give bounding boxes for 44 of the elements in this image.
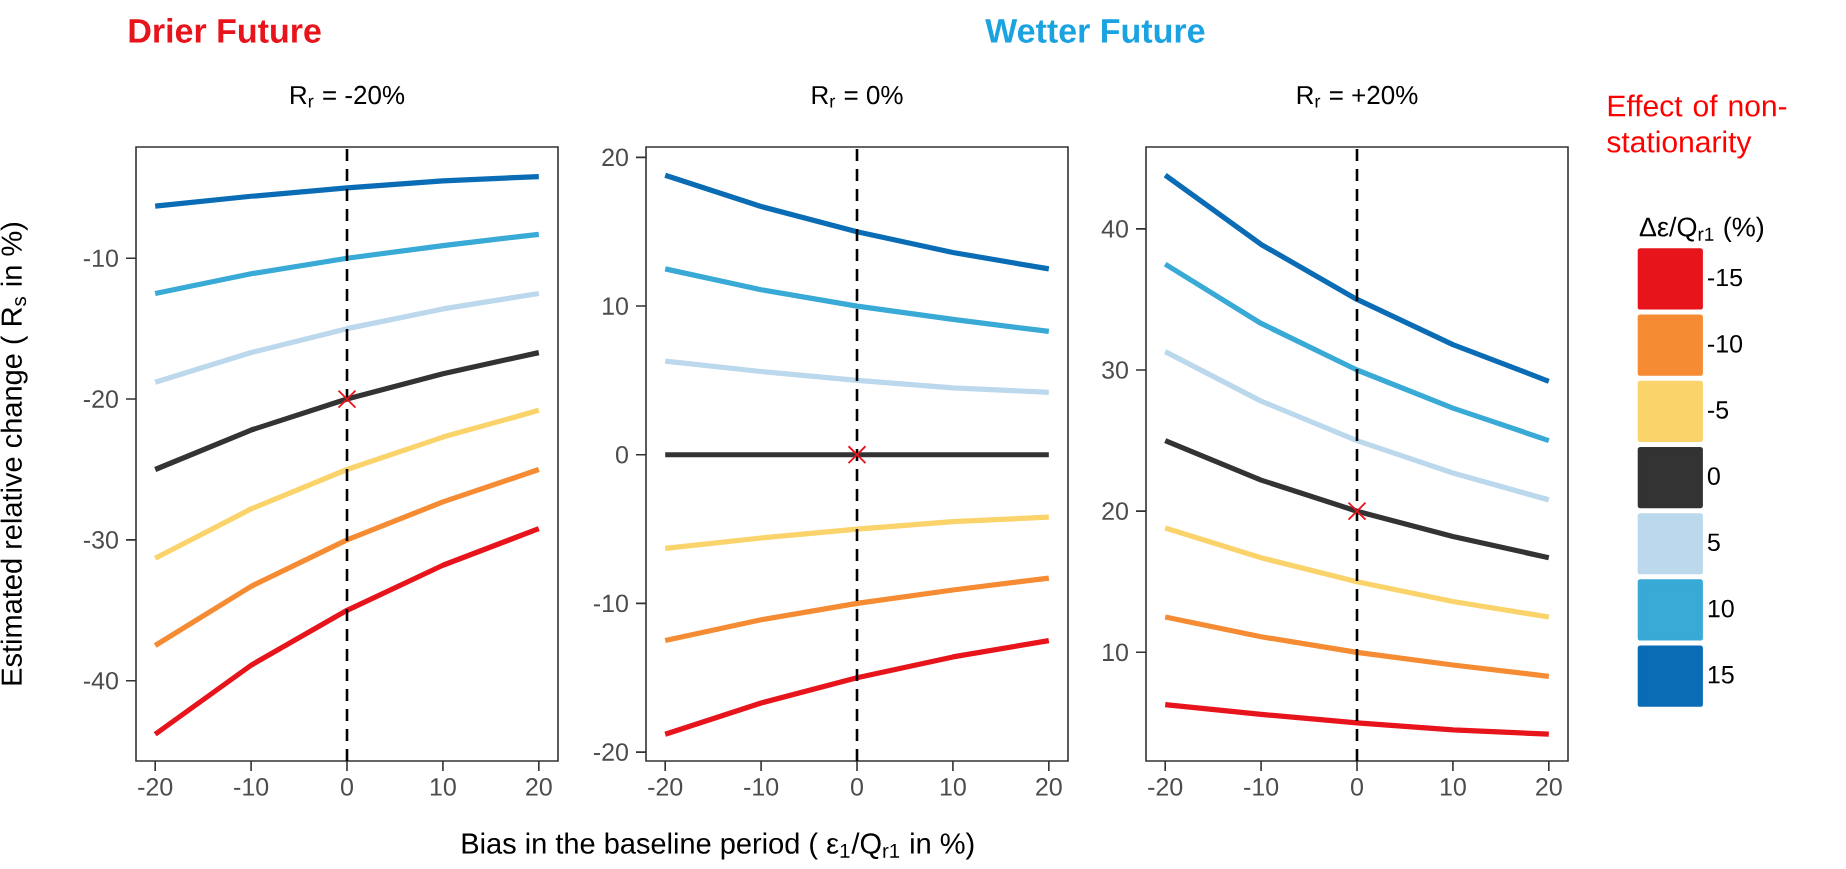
- y-tick-label: 40: [1101, 220, 1128, 238]
- legend-label: 10: [1708, 599, 1734, 618]
- chart-subtitle: R$_{r}$ = +20%: [1297, 85, 1418, 108]
- x-tick-label: 20: [526, 778, 552, 796]
- x-tick-label: 20: [1536, 778, 1562, 796]
- y-tick-label: -10: [83, 249, 118, 268]
- chart-title: Drier Future: [129, 17, 321, 43]
- legend-label: -10: [1708, 334, 1743, 353]
- y-tick-label: 0: [616, 445, 628, 464]
- x-tick-label: -10: [744, 778, 779, 796]
- y-tick-label: -20: [593, 743, 628, 761]
- y-tick-label: 20: [602, 148, 628, 167]
- x-axis-title: Bias in the baseline period ( ε$_{1}$/Q$_{r1}$ in %): [462, 832, 974, 860]
- x-tick-label: -20: [138, 778, 173, 796]
- y-tick-label: 30: [1102, 361, 1128, 379]
- y-tick-label: 20: [1102, 502, 1128, 521]
- x-tick-label: 0: [851, 778, 863, 796]
- x-tick-label: 0: [341, 778, 353, 796]
- x-tick-label: 10: [430, 778, 456, 796]
- x-tick-label: -10: [234, 778, 269, 796]
- legend-label: -5: [1708, 401, 1729, 419]
- legend-label: 5: [1707, 533, 1720, 552]
- y-tick-label: -30: [83, 531, 118, 549]
- x-tick-label: 10: [1440, 778, 1466, 796]
- x-tick-label: 10: [940, 778, 966, 796]
- y-tick-label: -40: [83, 671, 118, 690]
- y-axis-title: Estimated relative change ( R$_{s}$ in %): [0, 222, 28, 685]
- x-tick-label: 0: [1351, 778, 1363, 796]
- chart-title: Wetter Future: [985, 19, 1205, 43]
- legend-label: 0: [1707, 467, 1720, 486]
- x-tick-label: -10: [1244, 778, 1279, 796]
- y-tick-label: -20: [83, 390, 118, 408]
- chart-subtitle: R$_{r}$ = -20%: [291, 85, 405, 108]
- legend-label: -15: [1708, 268, 1742, 287]
- legend-title: Δε/Q$_{r1}$ (%): [1639, 216, 1764, 242]
- chart-title: R$_{r}$ = 0%: [812, 85, 903, 108]
- x-tick-label: -20: [648, 778, 683, 796]
- y-tick-label: 10: [1103, 643, 1128, 662]
- x-tick-label: -20: [1148, 778, 1183, 796]
- text: Effect of non-stationarity: [1607, 94, 1787, 159]
- y-tick-label: -10: [593, 594, 628, 613]
- y-tick-label: 10: [603, 297, 628, 315]
- legend-label: 15: [1708, 666, 1734, 684]
- x-tick-label: 20: [1036, 778, 1062, 796]
